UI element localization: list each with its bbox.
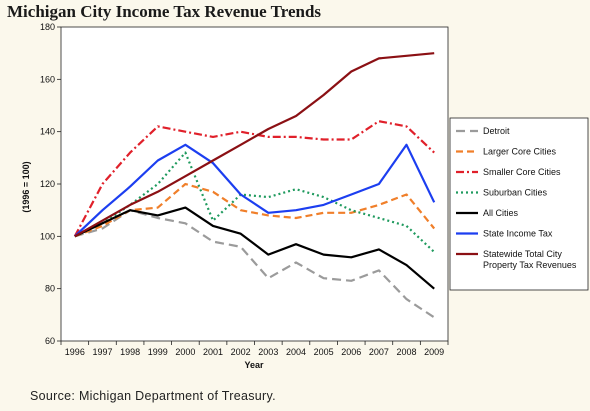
x-axis-title: Year — [244, 360, 264, 370]
x-tick-label: 2006 — [341, 347, 361, 357]
legend-label-state-income-tax: State Income Tax — [483, 229, 553, 239]
legend: Detroit Larger Core Cities Smaller Core Ci… — [449, 117, 589, 291]
y-tick-label: 160 — [40, 74, 55, 84]
x-axis: 1996 1997 1998 1999 2000 2001 2002 2003 2004 2005… — [60, 341, 449, 357]
x-tick-label: 1999 — [148, 347, 168, 357]
y-tick-label: 60 — [45, 336, 55, 346]
x-tick-label: 2008 — [397, 347, 417, 357]
x-tick-label: 2000 — [175, 347, 195, 357]
legend-label-larger-core-cities: Larger Core Cities — [483, 147, 557, 157]
series-line-suburban-cities — [74, 151, 435, 253]
x-tick-label: 2007 — [369, 347, 389, 357]
x-tick-label: 2001 — [203, 347, 223, 357]
y-tick-label: 100 — [40, 231, 55, 241]
x-tick-label: 2005 — [314, 347, 334, 357]
legend-box — [449, 117, 589, 291]
x-tick-label: 2004 — [286, 347, 306, 357]
legend-label-suburban-cities: Suburban Cities — [483, 188, 548, 198]
legend-label-smaller-core-cities: Smaller Core Cities — [483, 167, 561, 177]
x-tick-label: 2009 — [424, 347, 444, 357]
x-tick-label: 1997 — [92, 347, 112, 357]
y-axis: 60 80 100 120 140 160 180 — [40, 22, 61, 346]
y-tick-label: 80 — [45, 284, 55, 294]
y-tick-label: 140 — [40, 127, 55, 137]
series-line-smaller-core-cities — [73, 120, 435, 237]
x-tick-label: 2002 — [231, 347, 251, 357]
chart-title: Michigan City Income Tax Revenue Trends — [7, 2, 322, 21]
legend-label-all-cities: All Cities — [483, 208, 519, 218]
legend-label-detroit: Detroit — [483, 126, 510, 136]
x-tick-label: 1996 — [65, 347, 85, 357]
series-lines — [73, 52, 436, 319]
y-axis-title: (1996 = 100) — [21, 161, 31, 212]
y-tick-label: 120 — [40, 179, 55, 189]
plot-area — [60, 26, 449, 342]
series-line-all-cities — [74, 206, 435, 290]
source-note: Source: Michigan Department of Treasury. — [30, 389, 276, 403]
series-line-larger-core-cities — [74, 182, 436, 238]
x-tick-label: 1998 — [120, 347, 140, 357]
y-tick-label: 180 — [40, 22, 55, 32]
legend-label-statewide-total-city: Statewide Total City Property Tax Revenue… — [483, 249, 577, 270]
series-line-detroit — [74, 209, 435, 319]
series-line-statewide-total-city — [74, 52, 435, 238]
series-line-state-income-tax — [74, 143, 436, 238]
x-tick-label: 2003 — [258, 347, 278, 357]
